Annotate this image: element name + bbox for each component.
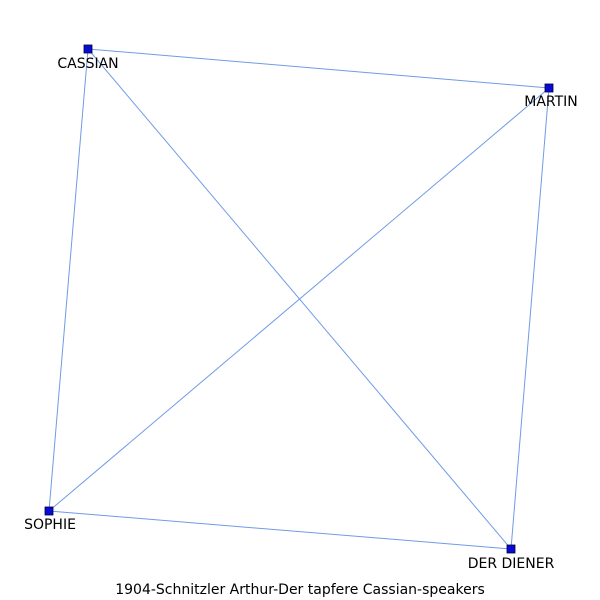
edge-martin-der_diener	[510, 87, 550, 550]
graph-caption: 1904-Schnitzler Arthur-Der tapfere Cassi…	[115, 582, 485, 598]
edges-layer	[48, 48, 550, 550]
edge-martin-sophie	[48, 87, 550, 512]
node-label-sophie: SOPHIE	[24, 517, 76, 533]
node-martin	[544, 83, 554, 93]
edge-cassian-sophie	[48, 48, 89, 512]
edge-sophie-der_diener	[48, 510, 512, 550]
node-sophie	[44, 506, 54, 516]
node-der-diener	[506, 544, 516, 554]
nodes-layer	[44, 44, 554, 554]
node-label-cassian: CASSIAN	[57, 56, 118, 72]
edge-cassian-martin	[87, 48, 550, 89]
node-label-martin: MARTIN	[524, 94, 578, 110]
labels-layer: CASSIAN MARTIN SOPHIE DER DIENER	[24, 56, 578, 572]
node-cassian	[83, 44, 93, 54]
node-label-der-diener: DER DIENER	[468, 556, 555, 572]
